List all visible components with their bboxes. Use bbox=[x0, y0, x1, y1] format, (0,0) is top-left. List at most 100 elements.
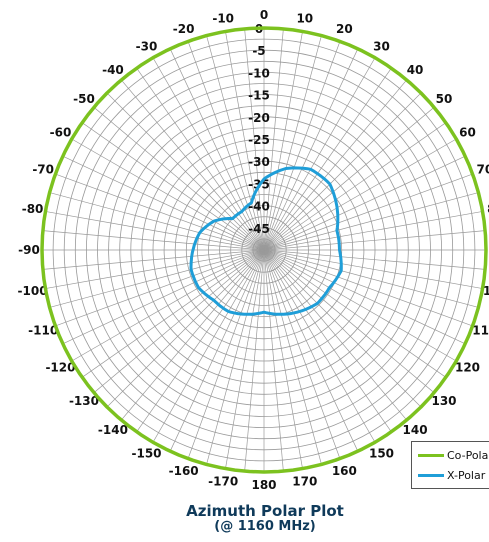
radial-tick-label: -10 bbox=[248, 66, 270, 80]
radial-tick-label: -40 bbox=[248, 200, 270, 214]
grid-spoke bbox=[263, 249, 479, 308]
grid-spoke bbox=[81, 122, 265, 251]
legend-item-co-polar: Co-Polar bbox=[418, 447, 489, 463]
grid-spoke bbox=[263, 31, 303, 251]
grid-spoke bbox=[263, 249, 303, 469]
angle-tick-label: 30 bbox=[373, 39, 390, 53]
grid-spoke bbox=[263, 41, 341, 251]
angle-tick-label: 100 bbox=[483, 284, 489, 298]
grid-spoke bbox=[263, 67, 392, 251]
grid-spoke bbox=[263, 57, 376, 251]
grid-spoke bbox=[263, 249, 435, 393]
angle-tick-label: 70 bbox=[476, 163, 489, 177]
data-series bbox=[40, 26, 488, 474]
angle-tick-label: -10 bbox=[212, 12, 234, 26]
angle-tick-label: 20 bbox=[336, 22, 353, 36]
angle-tick-label: -20 bbox=[173, 22, 195, 36]
grid-spoke bbox=[263, 249, 284, 472]
angle-tick-label: 80 bbox=[487, 202, 489, 216]
angle-tick-label: 50 bbox=[436, 92, 453, 106]
angle-tick-label: -140 bbox=[98, 423, 128, 437]
grid-spoke bbox=[263, 249, 466, 345]
grid-spoke bbox=[136, 67, 265, 251]
grid-spoke bbox=[263, 122, 447, 251]
polar-grid bbox=[41, 27, 487, 473]
grid-spoke bbox=[263, 249, 486, 270]
grid-spoke bbox=[263, 249, 392, 433]
radial-tick-label: -25 bbox=[248, 133, 270, 147]
angle-tick-label: -100 bbox=[18, 284, 48, 298]
grid-spoke bbox=[206, 249, 265, 465]
grid-spoke bbox=[263, 249, 322, 465]
grid-spoke bbox=[121, 79, 265, 251]
grid-spoke bbox=[263, 107, 435, 251]
chart-title: Azimuth Polar Plot bbox=[186, 502, 344, 520]
grid-spoke bbox=[263, 192, 479, 251]
angle-tick-label: -40 bbox=[102, 63, 124, 77]
angle-tick-label: 170 bbox=[292, 474, 317, 488]
grid-spoke bbox=[136, 249, 265, 433]
grid-spoke bbox=[263, 249, 447, 378]
grid-spoke bbox=[263, 249, 341, 459]
legend-swatch-co-polar bbox=[418, 453, 444, 457]
grid-spoke bbox=[263, 230, 486, 251]
angle-tick-label: -90 bbox=[18, 243, 40, 257]
grid-spoke bbox=[62, 249, 265, 345]
grid-spoke bbox=[49, 192, 265, 251]
grid-spoke bbox=[152, 249, 265, 443]
grid-spoke bbox=[62, 155, 265, 251]
grid-spoke bbox=[152, 57, 265, 251]
angle-tick-label: 40 bbox=[407, 63, 424, 77]
radial-tick-labels: 0-5-10-15-20-25-30-35-40-45 bbox=[248, 22, 270, 236]
grid-spoke bbox=[55, 249, 265, 327]
grid-spoke bbox=[263, 249, 457, 362]
radial-tick-label: -45 bbox=[248, 222, 270, 236]
angle-tick-label: 130 bbox=[431, 394, 456, 408]
grid-spoke bbox=[187, 41, 265, 251]
grid-spoke bbox=[225, 249, 265, 469]
angle-tick-label: -120 bbox=[45, 361, 75, 375]
chart-subtitle: (@ 1160 MHz) bbox=[214, 519, 316, 534]
legend-item-x-polar: X-Polar bbox=[418, 467, 485, 483]
grid-spoke bbox=[263, 211, 483, 251]
grid-spoke bbox=[263, 249, 483, 289]
angle-tick-label: -130 bbox=[69, 394, 99, 408]
angle-tick-label: -170 bbox=[208, 474, 238, 488]
grid-spoke bbox=[263, 79, 407, 251]
grid-spoke bbox=[206, 35, 265, 251]
grid-spoke bbox=[263, 249, 376, 443]
grid-spoke bbox=[263, 35, 322, 251]
angle-tick-labels: 0102030405060708090100110120130140150160… bbox=[18, 8, 489, 492]
series-line-co-polar bbox=[40, 26, 488, 474]
grid-spoke bbox=[263, 28, 284, 251]
legend: Co-Polar X-Polar bbox=[411, 441, 489, 489]
grid-spoke bbox=[93, 249, 265, 393]
grid-spoke bbox=[263, 155, 466, 251]
legend-label-x-polar: X-Polar bbox=[447, 468, 486, 482]
angle-tick-label: -80 bbox=[22, 202, 44, 216]
angle-tick-label: -60 bbox=[50, 126, 72, 140]
grid-spoke bbox=[93, 107, 265, 251]
grid-spoke bbox=[169, 249, 265, 452]
grid-spoke bbox=[71, 249, 265, 362]
radial-tick-label: -15 bbox=[248, 89, 270, 103]
grid-spoke bbox=[42, 230, 265, 251]
grid-spoke bbox=[263, 249, 422, 408]
grid-spoke bbox=[49, 249, 265, 308]
grid-spoke bbox=[263, 48, 359, 251]
angle-tick-label: 180 bbox=[251, 478, 276, 492]
grid-spoke bbox=[244, 249, 265, 472]
grid-spoke bbox=[263, 249, 359, 452]
grid-spoke bbox=[55, 173, 265, 251]
grid-spoke bbox=[263, 249, 407, 421]
grid-spoke bbox=[106, 92, 265, 251]
grid-spoke bbox=[71, 138, 265, 251]
angle-tick-label: 10 bbox=[296, 12, 313, 26]
angle-tick-label: 160 bbox=[332, 464, 357, 478]
grid-spoke bbox=[42, 249, 265, 270]
radial-tick-label: -30 bbox=[248, 155, 270, 169]
legend-swatch-x-polar bbox=[418, 473, 444, 477]
angle-tick-label: -30 bbox=[136, 39, 158, 53]
legend-label-co-polar: Co-Polar bbox=[447, 448, 489, 462]
